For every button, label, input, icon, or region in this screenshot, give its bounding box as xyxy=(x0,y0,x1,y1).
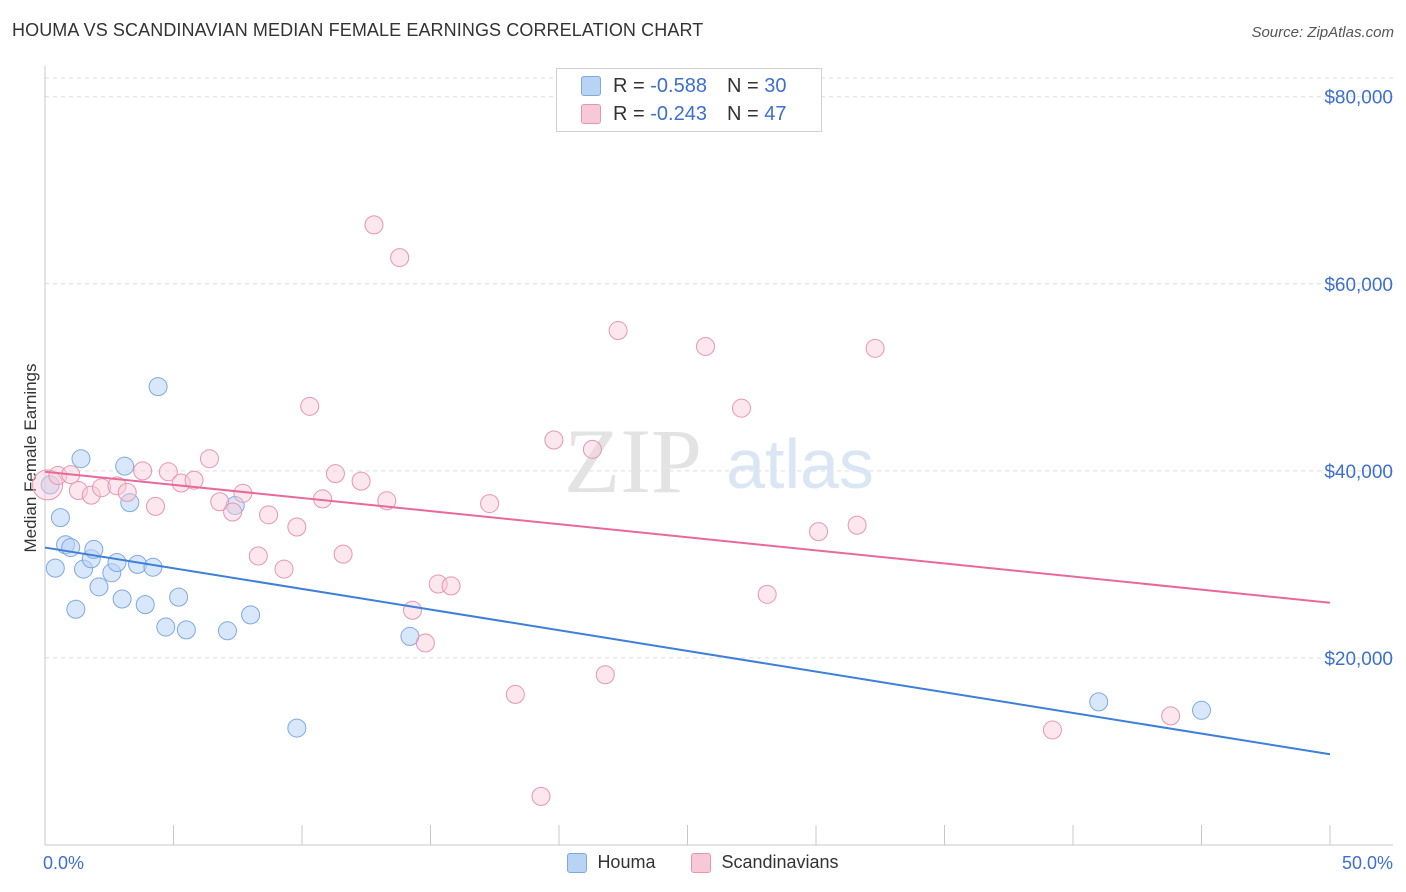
scandinavians-legend-label: Scandinavians xyxy=(721,852,839,872)
scandinavians-point xyxy=(158,462,178,482)
scandinavians-point xyxy=(403,600,423,620)
houma-point xyxy=(176,620,196,640)
houma-r-value: -0.588 xyxy=(650,74,707,97)
houma-trend-line xyxy=(44,546,1331,756)
scandinavians-point xyxy=(184,470,204,490)
legend-item-scandinavians[interactable]: Scandinavians xyxy=(691,852,839,873)
scandinavians-point xyxy=(608,321,628,341)
legend-r-label: R = xyxy=(613,74,645,97)
scandinavians-r-value: -0.243 xyxy=(650,102,707,125)
scandinavians-point xyxy=(287,517,307,537)
scandinavians-point xyxy=(68,480,88,500)
houma-point xyxy=(169,587,189,607)
legend-n-label: N = xyxy=(726,74,759,97)
scandinavians-point xyxy=(325,464,345,484)
scandinavians-point xyxy=(731,398,751,418)
scandinavians-point xyxy=(107,476,127,496)
x-tick-label: 0.0% xyxy=(43,853,84,873)
scandinavians-point xyxy=(81,485,101,505)
scandinavians-point xyxy=(146,496,166,516)
legend-item-houma[interactable]: Houma xyxy=(567,852,655,873)
houma-point xyxy=(61,538,81,558)
chart-title: HOUMA VS SCANDINAVIAN MEDIAN FEMALE EARN… xyxy=(12,20,704,40)
scandinavians-point xyxy=(133,461,153,481)
scandinavians-n-value: 47 xyxy=(764,102,787,125)
houma-point xyxy=(1192,700,1211,720)
scandinavians-trend-line xyxy=(44,470,1331,604)
y-tick-label: $60,000 xyxy=(1324,275,1393,296)
legend-row-houma: R = -0.588 N = 30 xyxy=(581,74,786,98)
scandinavians-point xyxy=(390,248,410,268)
source-label: Source: ZipAtlas.com xyxy=(1251,24,1394,41)
scandinavians-point xyxy=(757,584,777,604)
legend-n-label: N = xyxy=(726,102,759,125)
houma-point xyxy=(50,508,70,528)
houma-point xyxy=(1089,692,1109,712)
scandinavians-point xyxy=(544,430,564,450)
scandinavians-swatch-icon xyxy=(581,104,601,124)
scandinavians-point xyxy=(223,502,243,522)
scandinavians-point xyxy=(117,482,137,502)
scandinavians-legend-swatch-icon xyxy=(691,852,712,873)
houma-swatch-icon xyxy=(581,76,601,96)
scandinavians-point xyxy=(809,522,829,542)
legend-r-label: R = xyxy=(613,102,645,125)
scandinavians-point xyxy=(505,684,525,704)
scandinavians-point xyxy=(695,336,715,356)
correlation-legend: R = -0.588 N = 30 R = -0.243 N = 47 xyxy=(556,68,822,132)
houma-legend-swatch-icon xyxy=(567,852,588,873)
houma-point xyxy=(217,621,237,641)
houma-point xyxy=(287,718,307,738)
houma-point xyxy=(71,449,91,469)
scandinavians-point xyxy=(351,471,371,491)
scandinavians-point xyxy=(300,396,320,416)
y-tick-label: $80,000 xyxy=(1324,88,1393,109)
y-axis-label: Median Female Earnings xyxy=(21,364,40,553)
legend-row-scandinavians: R = -0.243 N = 47 xyxy=(581,102,786,126)
scandinavians-point xyxy=(333,544,353,564)
scandinavians-point xyxy=(1161,706,1181,726)
scandinavians-point xyxy=(415,633,435,653)
scandinavians-point xyxy=(210,492,230,512)
scandinavians-point xyxy=(32,469,64,501)
houma-point xyxy=(135,595,155,615)
houma-point xyxy=(112,589,132,609)
houma-point xyxy=(143,557,163,577)
scandinavians-point xyxy=(1042,720,1062,740)
watermark-atlas: atlas xyxy=(726,425,874,503)
scandinavians-point xyxy=(480,494,500,514)
scandinavians-point xyxy=(364,215,384,235)
houma-point xyxy=(115,456,135,476)
scandinavians-point xyxy=(865,338,885,358)
scandinavians-point xyxy=(259,505,279,525)
houma-point xyxy=(66,599,86,619)
houma-point xyxy=(45,558,65,578)
y-tick-label: $20,000 xyxy=(1324,649,1393,670)
houma-point xyxy=(241,605,261,625)
scandinavians-point xyxy=(531,786,551,806)
y-tick-label: $40,000 xyxy=(1324,462,1393,483)
scandinavians-point xyxy=(199,449,219,469)
houma-point xyxy=(89,577,109,597)
scandinavians-point xyxy=(92,478,112,498)
watermark-zip: ZIP xyxy=(564,410,702,512)
series-legend: Houma Scandinavians xyxy=(0,852,1406,873)
houma-point xyxy=(148,377,168,397)
scandinavians-point xyxy=(274,559,294,579)
houma-n-value: 30 xyxy=(764,74,787,97)
scandinavians-point xyxy=(847,515,867,535)
houma-legend-label: Houma xyxy=(597,852,656,872)
scandinavians-point xyxy=(595,665,615,685)
x-tick-label: 50.0% xyxy=(1342,853,1393,873)
houma-point xyxy=(156,617,176,637)
scandinavians-point xyxy=(582,439,602,459)
scandinavians-point xyxy=(248,546,268,566)
houma-point xyxy=(107,553,127,573)
scandinavians-point xyxy=(441,576,461,596)
